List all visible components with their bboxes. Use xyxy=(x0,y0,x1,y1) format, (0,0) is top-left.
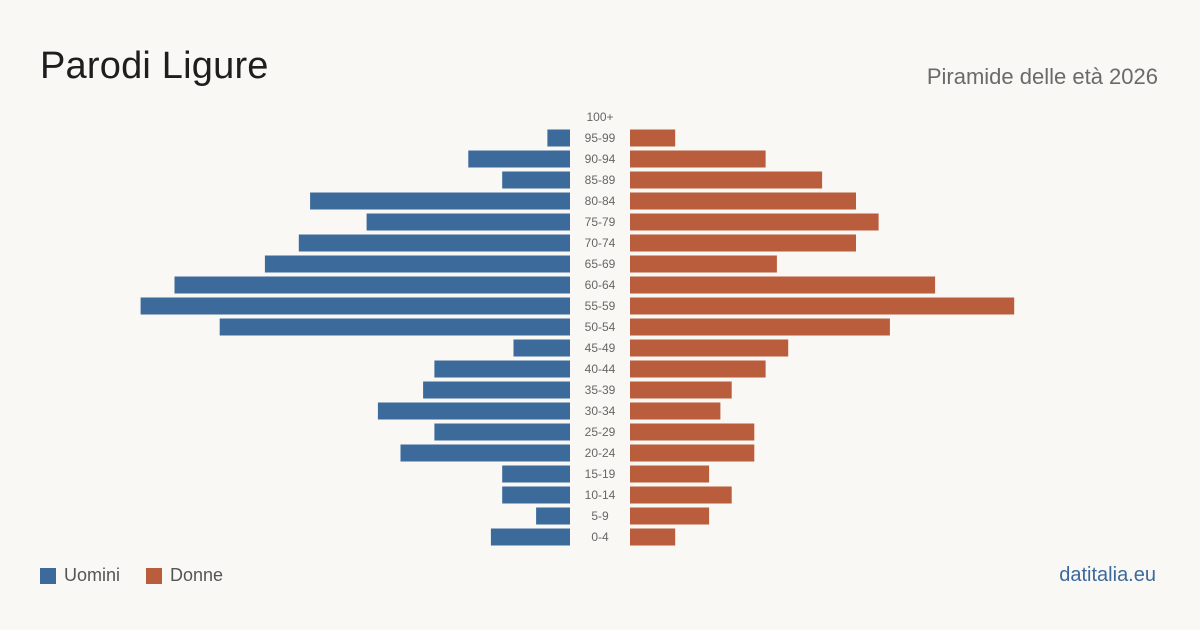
bar-men-70-74 xyxy=(298,234,570,252)
age-label: 15-19 xyxy=(585,467,616,481)
bar-men-90-94 xyxy=(468,150,570,168)
bar-men-85-89 xyxy=(502,171,570,189)
age-label: 30-34 xyxy=(585,404,616,418)
bar-women-35-39 xyxy=(630,381,732,399)
chart-title: Parodi Ligure xyxy=(40,45,269,87)
bar-men-20-24 xyxy=(400,444,570,462)
age-label: 25-29 xyxy=(585,425,616,439)
bar-women-0-4 xyxy=(630,528,676,546)
bar-women-20-24 xyxy=(630,444,755,462)
bar-women-45-49 xyxy=(630,339,789,357)
bar-men-95-99 xyxy=(547,129,570,147)
legend-item-women: Donne xyxy=(146,565,223,586)
bar-women-60-64 xyxy=(630,276,936,294)
bar-women-55-59 xyxy=(630,297,1015,315)
bar-women-75-79 xyxy=(630,213,879,231)
age-label: 75-79 xyxy=(585,215,616,229)
bar-women-70-74 xyxy=(630,234,856,252)
legend-item-men: Uomini xyxy=(40,565,120,586)
age-label: 45-49 xyxy=(585,341,616,355)
age-label: 100+ xyxy=(586,110,613,124)
legend-swatch-women xyxy=(146,567,163,584)
bar-women-15-19 xyxy=(630,465,710,483)
bar-men-10-14 xyxy=(502,486,570,504)
bar-women-80-84 xyxy=(630,192,856,210)
age-label: 55-59 xyxy=(585,299,616,313)
bar-men-15-19 xyxy=(502,465,570,483)
legend-swatch-men xyxy=(40,567,56,584)
bar-women-65-69 xyxy=(630,255,777,273)
bar-women-50-54 xyxy=(630,318,890,336)
age-label: 20-24 xyxy=(585,446,616,460)
bar-men-65-69 xyxy=(264,255,570,273)
bar-men-45-49 xyxy=(513,339,570,357)
bar-women-40-44 xyxy=(630,360,766,378)
bar-women-30-34 xyxy=(630,402,721,420)
legend-label-women: Donne xyxy=(170,565,224,585)
bar-men-30-34 xyxy=(377,402,570,420)
bar-men-80-84 xyxy=(310,192,570,210)
bar-men-40-44 xyxy=(434,360,570,378)
brand-link[interactable]: datitalia.eu xyxy=(1059,564,1156,586)
chart-subtitle: Piramide delle età 2026 xyxy=(926,64,1158,89)
age-label: 40-44 xyxy=(585,362,616,376)
bar-women-90-94 xyxy=(630,150,766,168)
bar-men-60-64 xyxy=(174,276,570,294)
age-label: 35-39 xyxy=(585,383,616,397)
bar-women-95-99 xyxy=(630,129,676,147)
age-label: 70-74 xyxy=(585,236,616,250)
age-label: 10-14 xyxy=(585,488,616,502)
bar-men-50-54 xyxy=(219,318,570,336)
age-label: 5-9 xyxy=(591,509,609,523)
bar-men-75-79 xyxy=(366,213,570,231)
bar-men-35-39 xyxy=(423,381,570,399)
age-label: 50-54 xyxy=(585,320,616,334)
bar-men-55-59 xyxy=(140,297,570,315)
age-label: 0-4 xyxy=(591,530,609,544)
bar-women-25-29 xyxy=(630,423,755,441)
bar-women-5-9 xyxy=(630,507,710,525)
bar-women-85-89 xyxy=(630,171,823,189)
age-label: 85-89 xyxy=(585,173,616,187)
age-label: 65-69 xyxy=(585,257,616,271)
legend-label-men: Uomini xyxy=(64,565,121,585)
age-label: 80-84 xyxy=(585,194,616,208)
age-label: 60-64 xyxy=(585,278,616,292)
bar-men-0-4 xyxy=(490,528,570,546)
bar-women-10-14 xyxy=(630,486,732,504)
bar-men-25-29 xyxy=(434,423,570,441)
age-label: 90-94 xyxy=(585,152,616,166)
bar-men-5-9 xyxy=(536,507,570,525)
legend: Uomini Donne xyxy=(40,565,249,586)
age-label: 95-99 xyxy=(585,131,616,145)
